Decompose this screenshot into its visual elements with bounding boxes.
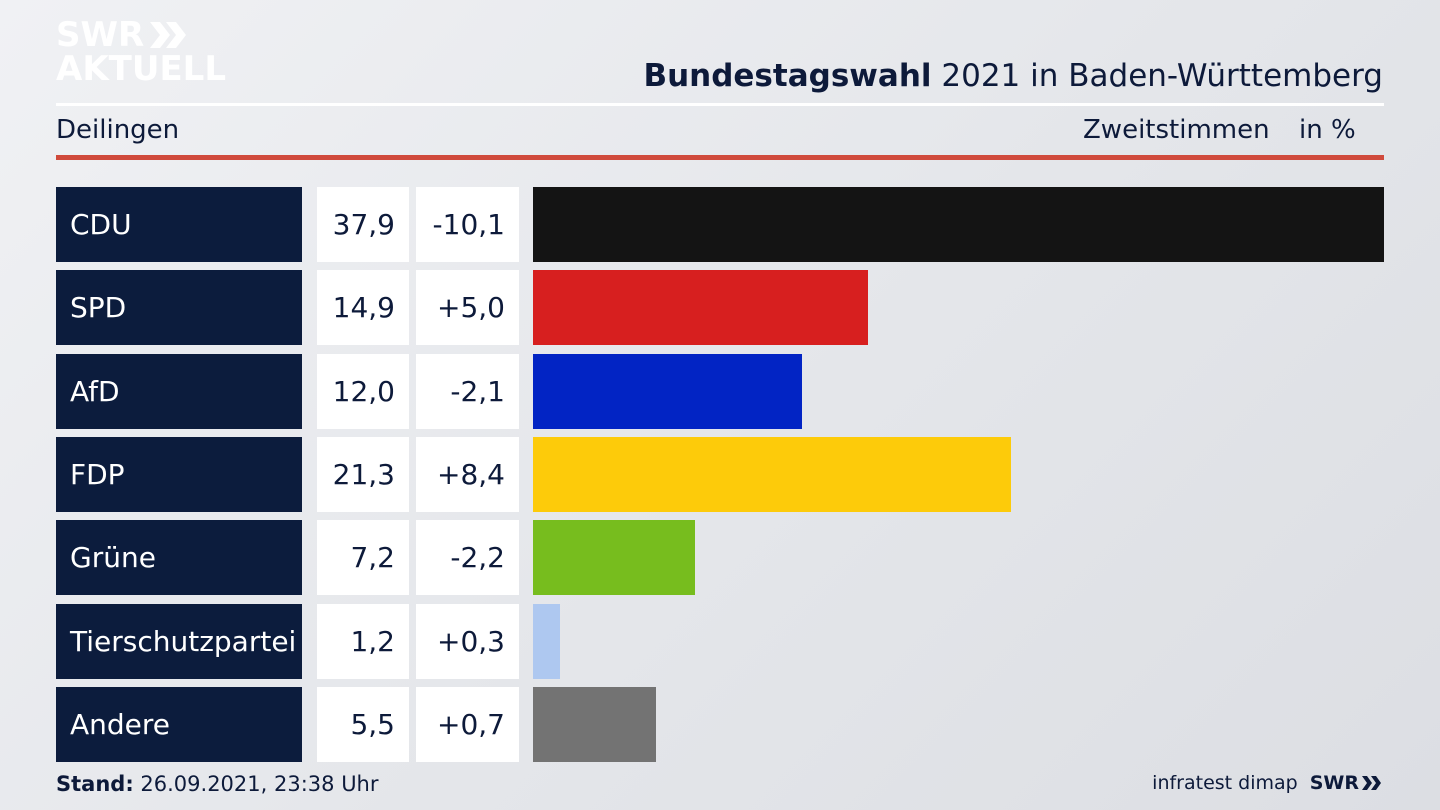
swr-aktuell-logo: SWR AKTUELL — [56, 18, 226, 86]
unit-label: in % — [1299, 115, 1356, 145]
accent-divider — [56, 155, 1384, 160]
source-label: infratest dimap — [1152, 772, 1298, 794]
data-label-diff: +8,4 — [416, 437, 519, 512]
logo-line2: AKTUELL — [56, 49, 227, 89]
data-label-value: 14,9 — [317, 270, 409, 345]
measure-label: Zweitstimmen — [1083, 115, 1270, 145]
data-label-value: 12,0 — [317, 354, 409, 429]
stand-value: 26.09.2021, 23:38 Uhr — [140, 772, 379, 796]
data-label-diff: -2,1 — [416, 354, 519, 429]
data-label-value: 1,2 — [317, 604, 409, 679]
chevron-double-right-icon — [150, 22, 187, 48]
bar — [533, 187, 1384, 262]
party-label: Grüne — [56, 520, 302, 595]
party-label: Andere — [56, 687, 302, 762]
page-title: Bundestagswahl 2021 in Baden-Württemberg — [643, 58, 1383, 94]
data-label-value: 5,5 — [317, 687, 409, 762]
bar — [533, 437, 1011, 512]
header-divider — [56, 103, 1384, 106]
party-label: AfD — [56, 354, 302, 429]
logo-line1: SWR — [56, 15, 145, 55]
data-label-diff: +0,3 — [416, 604, 519, 679]
footer-credits: infratest dimap SWR — [1152, 772, 1383, 794]
party-label: SPD — [56, 270, 302, 345]
footer-swr-logo: SWR — [1310, 772, 1383, 794]
data-label-diff: -10,1 — [416, 187, 519, 262]
bar — [533, 354, 802, 429]
data-label-value: 21,3 — [317, 437, 409, 512]
bar — [533, 520, 695, 595]
data-label-value: 37,9 — [317, 187, 409, 262]
bar — [533, 270, 868, 345]
data-label-value: 7,2 — [317, 520, 409, 595]
data-label-diff: -2,2 — [416, 520, 519, 595]
title-bold: Bundestagswahl — [643, 58, 932, 94]
party-label: Tierschutzpartei — [56, 604, 302, 679]
bar — [533, 604, 560, 679]
timestamp: Stand: 26.09.2021, 23:38 Uhr — [56, 772, 379, 796]
title-rest: 2021 in Baden-Württemberg — [941, 58, 1383, 94]
party-label: CDU — [56, 187, 302, 262]
bar — [533, 687, 656, 762]
data-label-diff: +5,0 — [416, 270, 519, 345]
location-label: Deilingen — [56, 115, 180, 145]
data-label-diff: +0,7 — [416, 687, 519, 762]
stand-label: Stand: — [56, 772, 134, 796]
party-label: FDP — [56, 437, 302, 512]
footer-swr-text: SWR — [1309, 772, 1359, 794]
chevron-double-right-icon — [1362, 776, 1381, 790]
